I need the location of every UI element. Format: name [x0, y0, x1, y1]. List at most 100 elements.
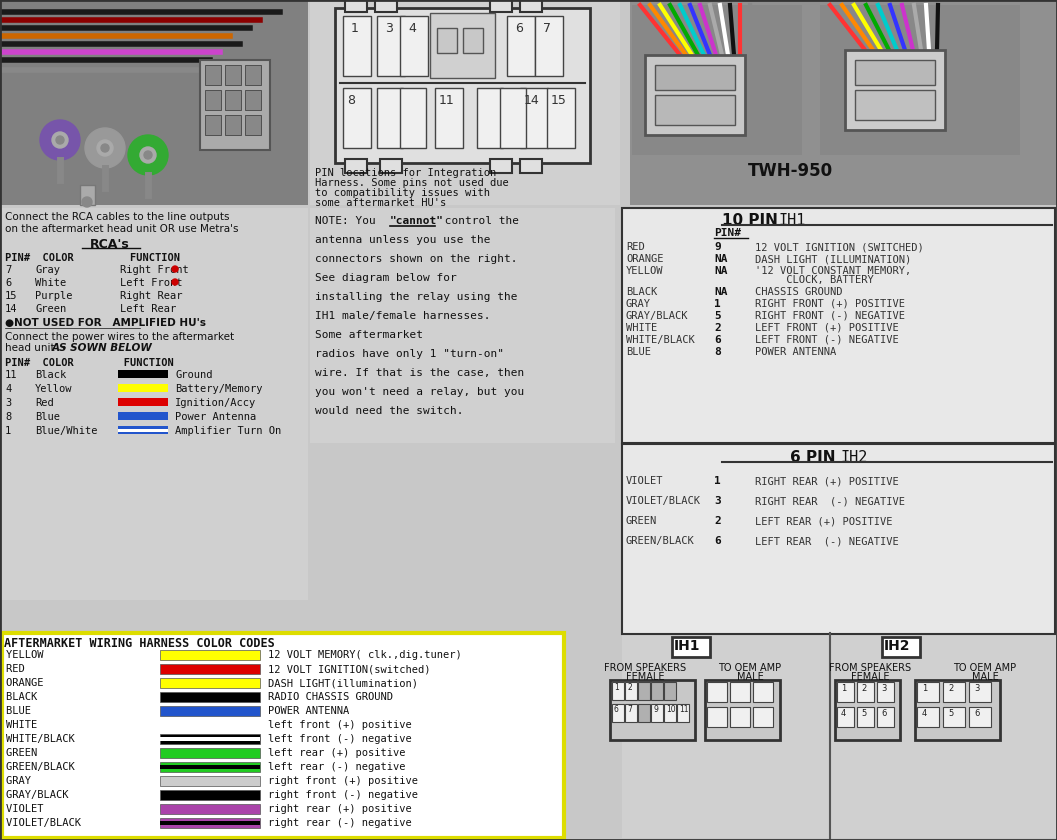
Text: 4: 4	[5, 384, 12, 394]
Text: 8: 8	[347, 94, 355, 107]
Text: RIGHT REAR  (-) NEGATIVE: RIGHT REAR (-) NEGATIVE	[755, 496, 905, 506]
Bar	[730, 707, 750, 727]
Text: 6: 6	[713, 335, 721, 345]
Text: Gray: Gray	[35, 265, 60, 275]
Text: RIGHT FRONT (+) POSITIVE: RIGHT FRONT (+) POSITIVE	[755, 299, 905, 309]
Bar	[820, 5, 1020, 155]
Text: 9: 9	[713, 242, 721, 252]
Bar	[917, 682, 939, 702]
Bar	[377, 88, 403, 148]
Bar	[205, 115, 221, 135]
Circle shape	[128, 135, 168, 175]
Bar	[630, 0, 1057, 205]
Text: 4: 4	[841, 709, 847, 718]
Bar	[969, 707, 991, 727]
Circle shape	[40, 120, 80, 160]
Text: IH1: IH1	[778, 213, 805, 228]
Text: GRAY: GRAY	[626, 299, 651, 309]
Text: POWER ANTENNA: POWER ANTENNA	[755, 347, 836, 357]
Text: RCA's: RCA's	[90, 238, 130, 251]
Text: 10 PIN: 10 PIN	[722, 213, 778, 228]
Text: PIN#  COLOR        FUNCTION: PIN# COLOR FUNCTION	[5, 358, 173, 368]
Text: See diagram below for: See diagram below for	[315, 273, 457, 283]
Bar	[548, 88, 575, 148]
Circle shape	[172, 266, 178, 272]
Text: ●NOT USED FOR   AMPLIFIED HU's: ●NOT USED FOR AMPLIFIED HU's	[5, 318, 206, 328]
Text: VIOLET: VIOLET	[626, 476, 664, 486]
Text: control the: control the	[438, 216, 519, 226]
Circle shape	[172, 279, 178, 285]
Text: LEFT FRONT (-) NEGATIVE: LEFT FRONT (-) NEGATIVE	[755, 335, 898, 345]
Text: radios have only 1 "turn-on": radios have only 1 "turn-on"	[315, 349, 504, 359]
Text: left front (+) positive: left front (+) positive	[268, 720, 412, 730]
Bar	[857, 707, 874, 727]
Text: 10: 10	[666, 705, 675, 714]
Bar	[225, 65, 241, 85]
Text: Connect the RCA cables to the line outputs: Connect the RCA cables to the line outpu…	[5, 212, 229, 222]
Bar	[730, 682, 750, 702]
Bar	[943, 682, 965, 702]
Text: 12 VOLT MEMORY( clk.,dig.tuner): 12 VOLT MEMORY( clk.,dig.tuner)	[268, 650, 462, 660]
Bar	[160, 762, 260, 772]
Text: wire. If that is the case, then: wire. If that is the case, then	[315, 368, 524, 378]
Bar	[622, 633, 832, 838]
Circle shape	[56, 136, 64, 144]
Bar	[118, 429, 168, 432]
Circle shape	[144, 151, 152, 159]
Text: ORANGE: ORANGE	[626, 254, 664, 264]
Text: some aftermarket HU's: some aftermarket HU's	[315, 198, 446, 208]
Text: FROM SPEAKERS: FROM SPEAKERS	[829, 663, 911, 673]
Bar	[160, 765, 260, 769]
Text: 5: 5	[713, 311, 721, 321]
Text: 6 PIN: 6 PIN	[790, 450, 835, 465]
Bar	[118, 370, 168, 378]
Text: right front (-) negative: right front (-) negative	[268, 790, 418, 800]
Text: 3: 3	[880, 684, 887, 693]
Text: 11: 11	[439, 94, 455, 107]
Bar	[310, 0, 620, 205]
Bar	[160, 818, 260, 828]
Bar	[707, 707, 727, 727]
Text: 3: 3	[5, 398, 12, 408]
Bar	[612, 682, 624, 700]
Text: Left Front: Left Front	[120, 278, 189, 288]
Text: right rear (+) positive: right rear (+) positive	[268, 804, 412, 814]
Text: '12 VOLT CONSTANT MEMORY,: '12 VOLT CONSTANT MEMORY,	[755, 266, 911, 276]
Text: GREEN/BLACK: GREEN/BLACK	[6, 762, 88, 772]
Bar	[655, 95, 735, 125]
Text: 11: 11	[679, 705, 688, 714]
Text: 6: 6	[515, 22, 523, 35]
Text: NA: NA	[713, 266, 727, 276]
Bar	[160, 776, 260, 786]
Bar	[335, 8, 590, 163]
Bar	[490, 0, 512, 12]
Text: LEFT FRONT (+) POSITIVE: LEFT FRONT (+) POSITIVE	[755, 323, 898, 333]
Text: WHITE: WHITE	[6, 720, 88, 730]
Circle shape	[85, 128, 125, 168]
Text: 14: 14	[524, 94, 540, 107]
Text: 1: 1	[713, 476, 721, 486]
Circle shape	[82, 197, 92, 207]
Bar	[381, 159, 402, 173]
Text: GREEN/BLACK: GREEN/BLACK	[626, 536, 694, 546]
Text: LEFT REAR  (-) NEGATIVE: LEFT REAR (-) NEGATIVE	[755, 536, 898, 546]
Bar	[500, 88, 526, 148]
Text: 8: 8	[713, 347, 721, 357]
Text: VIOLET/BLACK: VIOLET/BLACK	[6, 818, 88, 828]
Bar	[612, 704, 624, 722]
Text: BLACK: BLACK	[6, 692, 88, 702]
Text: WHITE/BLACK: WHITE/BLACK	[6, 734, 88, 744]
Text: 12 VOLT IGNITION(switched): 12 VOLT IGNITION(switched)	[268, 664, 430, 674]
Bar	[877, 682, 894, 702]
Text: RIGHT REAR (+) POSITIVE: RIGHT REAR (+) POSITIVE	[755, 476, 898, 486]
Text: 5: 5	[948, 709, 953, 718]
Text: Battery/Memory: Battery/Memory	[175, 384, 262, 394]
Text: IH2: IH2	[884, 639, 910, 653]
Text: ORANGE: ORANGE	[6, 678, 88, 688]
Bar	[345, 159, 367, 173]
Text: "cannot": "cannot"	[390, 216, 444, 226]
Bar	[245, 65, 261, 85]
Text: 15: 15	[5, 291, 18, 301]
Text: Ignition/Accy: Ignition/Accy	[175, 398, 256, 408]
Text: Blue/White: Blue/White	[35, 426, 97, 436]
